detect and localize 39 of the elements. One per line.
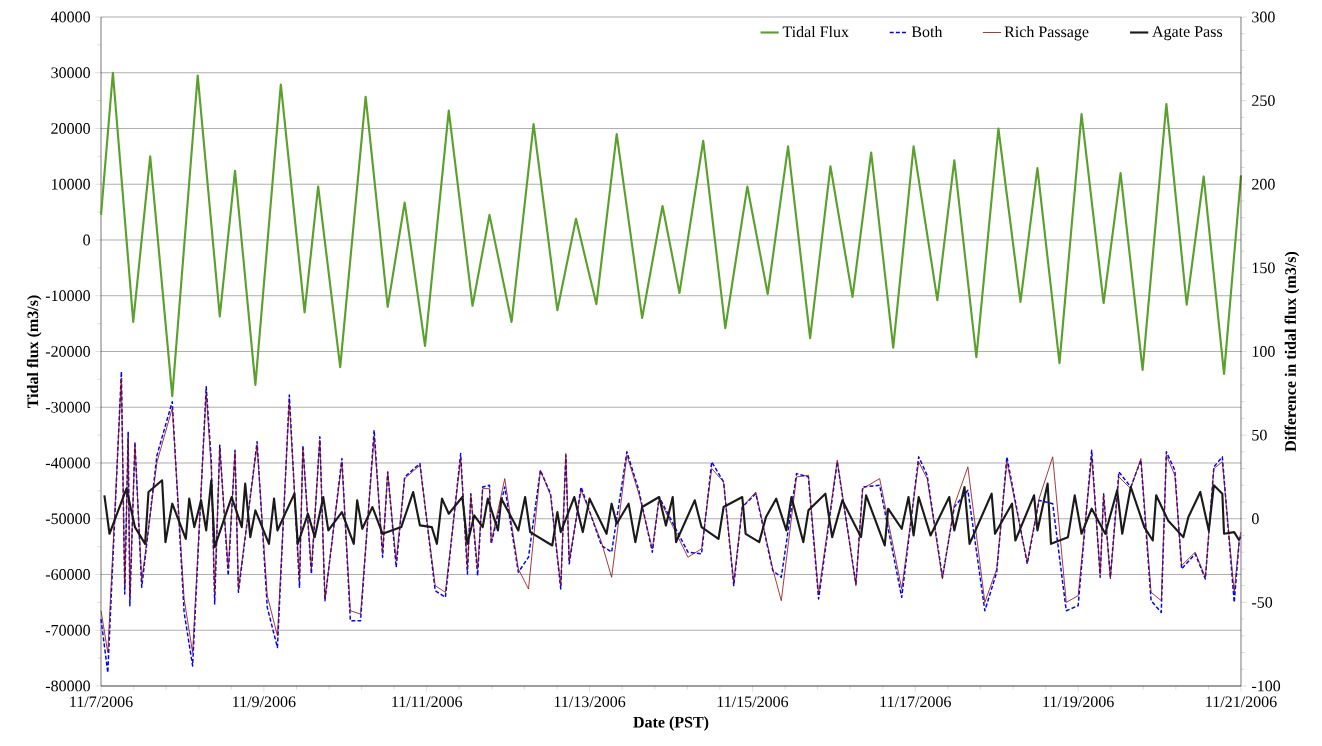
line-series xyxy=(103,479,1241,549)
y-tick-label: -10000 xyxy=(45,290,90,302)
legend-label: Both xyxy=(911,25,943,38)
y2-tick-label: 300 xyxy=(1252,11,1275,23)
y2-tick-label: 200 xyxy=(1252,178,1275,190)
y-tick-label: -20000 xyxy=(45,346,90,357)
y-tick-label: 0 xyxy=(83,234,90,246)
y2-axis-title: Difference in tidal flux (m3/s) xyxy=(1284,251,1300,452)
y2-tick-label: 250 xyxy=(1252,95,1275,107)
x-tick-label: 11/13/2006 xyxy=(554,696,626,708)
y2-tick-label: -100 xyxy=(1251,680,1281,692)
x-tick-label: 11/9/2006 xyxy=(233,696,296,708)
x-tick-label: 11/21/2006 xyxy=(1206,696,1277,708)
y2-tick-label: 100 xyxy=(1252,346,1275,357)
y2-tick-label: 150 xyxy=(1252,262,1275,274)
x-axis-title: Date (PST) xyxy=(633,716,709,731)
y-tick-label: -60000 xyxy=(45,569,90,580)
legend-label: Rich Passage xyxy=(1004,25,1089,41)
y2-tick-label: -50 xyxy=(1251,596,1273,608)
y-tick-label: -50000 xyxy=(45,513,90,525)
y2-tick-label: 50 xyxy=(1252,429,1267,441)
y-axis-title: Tidal flux (m3/s) xyxy=(26,295,42,408)
legend-label: Tidal Flux xyxy=(782,25,849,38)
x-tick-label: 11/17/2006 xyxy=(880,696,951,708)
y-tick-label: 40000 xyxy=(50,11,90,23)
line-series xyxy=(99,71,1243,398)
y-tick-label: 10000 xyxy=(52,178,90,190)
y-tick-label: -70000 xyxy=(45,624,90,636)
y-tick-label: 30000 xyxy=(51,67,90,79)
x-tick-label: 11/7/2006 xyxy=(70,696,133,708)
x-tick-label: 11/15/2006 xyxy=(717,696,789,708)
legend-label: Agate Pass xyxy=(1152,26,1223,41)
y-tick-label: -40000 xyxy=(45,457,90,469)
x-tick-label: 11/19/2006 xyxy=(1043,696,1114,708)
y-tick-label: 20000 xyxy=(51,123,90,134)
y-tick-label: -30000 xyxy=(45,401,90,413)
x-tick-label: 11/11/2006 xyxy=(392,696,463,708)
y2-tick-label: 0 xyxy=(1252,513,1259,525)
y-tick-label: -80000 xyxy=(45,680,90,692)
